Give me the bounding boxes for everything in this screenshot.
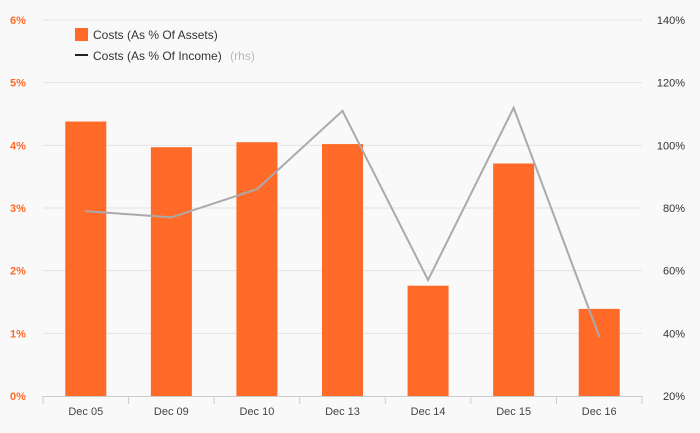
x-tick-label: Dec 13 [325,406,360,418]
x-tick-label: Dec 09 [154,406,189,418]
legend-swatch-bar [75,28,88,41]
legend-label-line: Costs (As % Of Income) (rhs) [93,47,255,64]
bar [65,121,107,397]
y-right-tick-label: 20% [663,391,685,403]
y-right-tick-label: 80% [663,203,685,215]
axes: 0% 20% 1% 40% 2% 60% 3% 80% 4% 100% 5% 120% 6% 140% De… [10,15,685,418]
bar-series [65,121,620,397]
y-right-tick-label: 60% [663,266,685,278]
legend-label-line-name: Costs (As % Of Income) [93,49,222,63]
x-tick-label: Dec 05 [68,406,103,418]
y-left-tick-label: 1% [10,328,26,340]
x-tick-label: Dec 10 [239,406,274,418]
y-left-tick-label: 2% [10,266,26,278]
line-point [598,335,601,338]
bar [407,285,449,396]
y-right-tick-label: 120% [657,78,685,90]
bar [236,142,278,396]
x-tick-label: Dec 14 [411,406,446,418]
line-point [341,110,344,112]
line-series [84,105,601,338]
legend-label-bar: Costs (As % Of Assets) [93,28,218,42]
y-right-tick-label: 100% [657,140,685,152]
line-point [84,210,87,212]
legend: Costs (As % Of Assets) Costs (As % Of In… [75,28,255,64]
line-point [512,106,515,109]
y-left-tick-label: 4% [10,140,26,152]
line-point [256,188,258,190]
bar [322,144,363,396]
line-point [170,216,173,219]
bar [493,163,535,396]
y-left-tick-label: 5% [10,78,26,90]
y-right-tick-label: 140% [657,15,685,27]
legend-label-line-suffix: (rhs) [230,49,255,63]
x-tick-label: Dec 15 [496,406,531,418]
y-left-tick-label: 0% [10,391,26,403]
line-point [427,279,429,281]
y-left-tick-label: 6% [10,15,26,27]
y-right-tick-label: 40% [663,328,685,340]
bar [578,308,620,396]
bar [150,147,192,396]
x-tick-label: Dec 16 [582,406,617,418]
y-left-tick-label: 3% [10,203,26,215]
